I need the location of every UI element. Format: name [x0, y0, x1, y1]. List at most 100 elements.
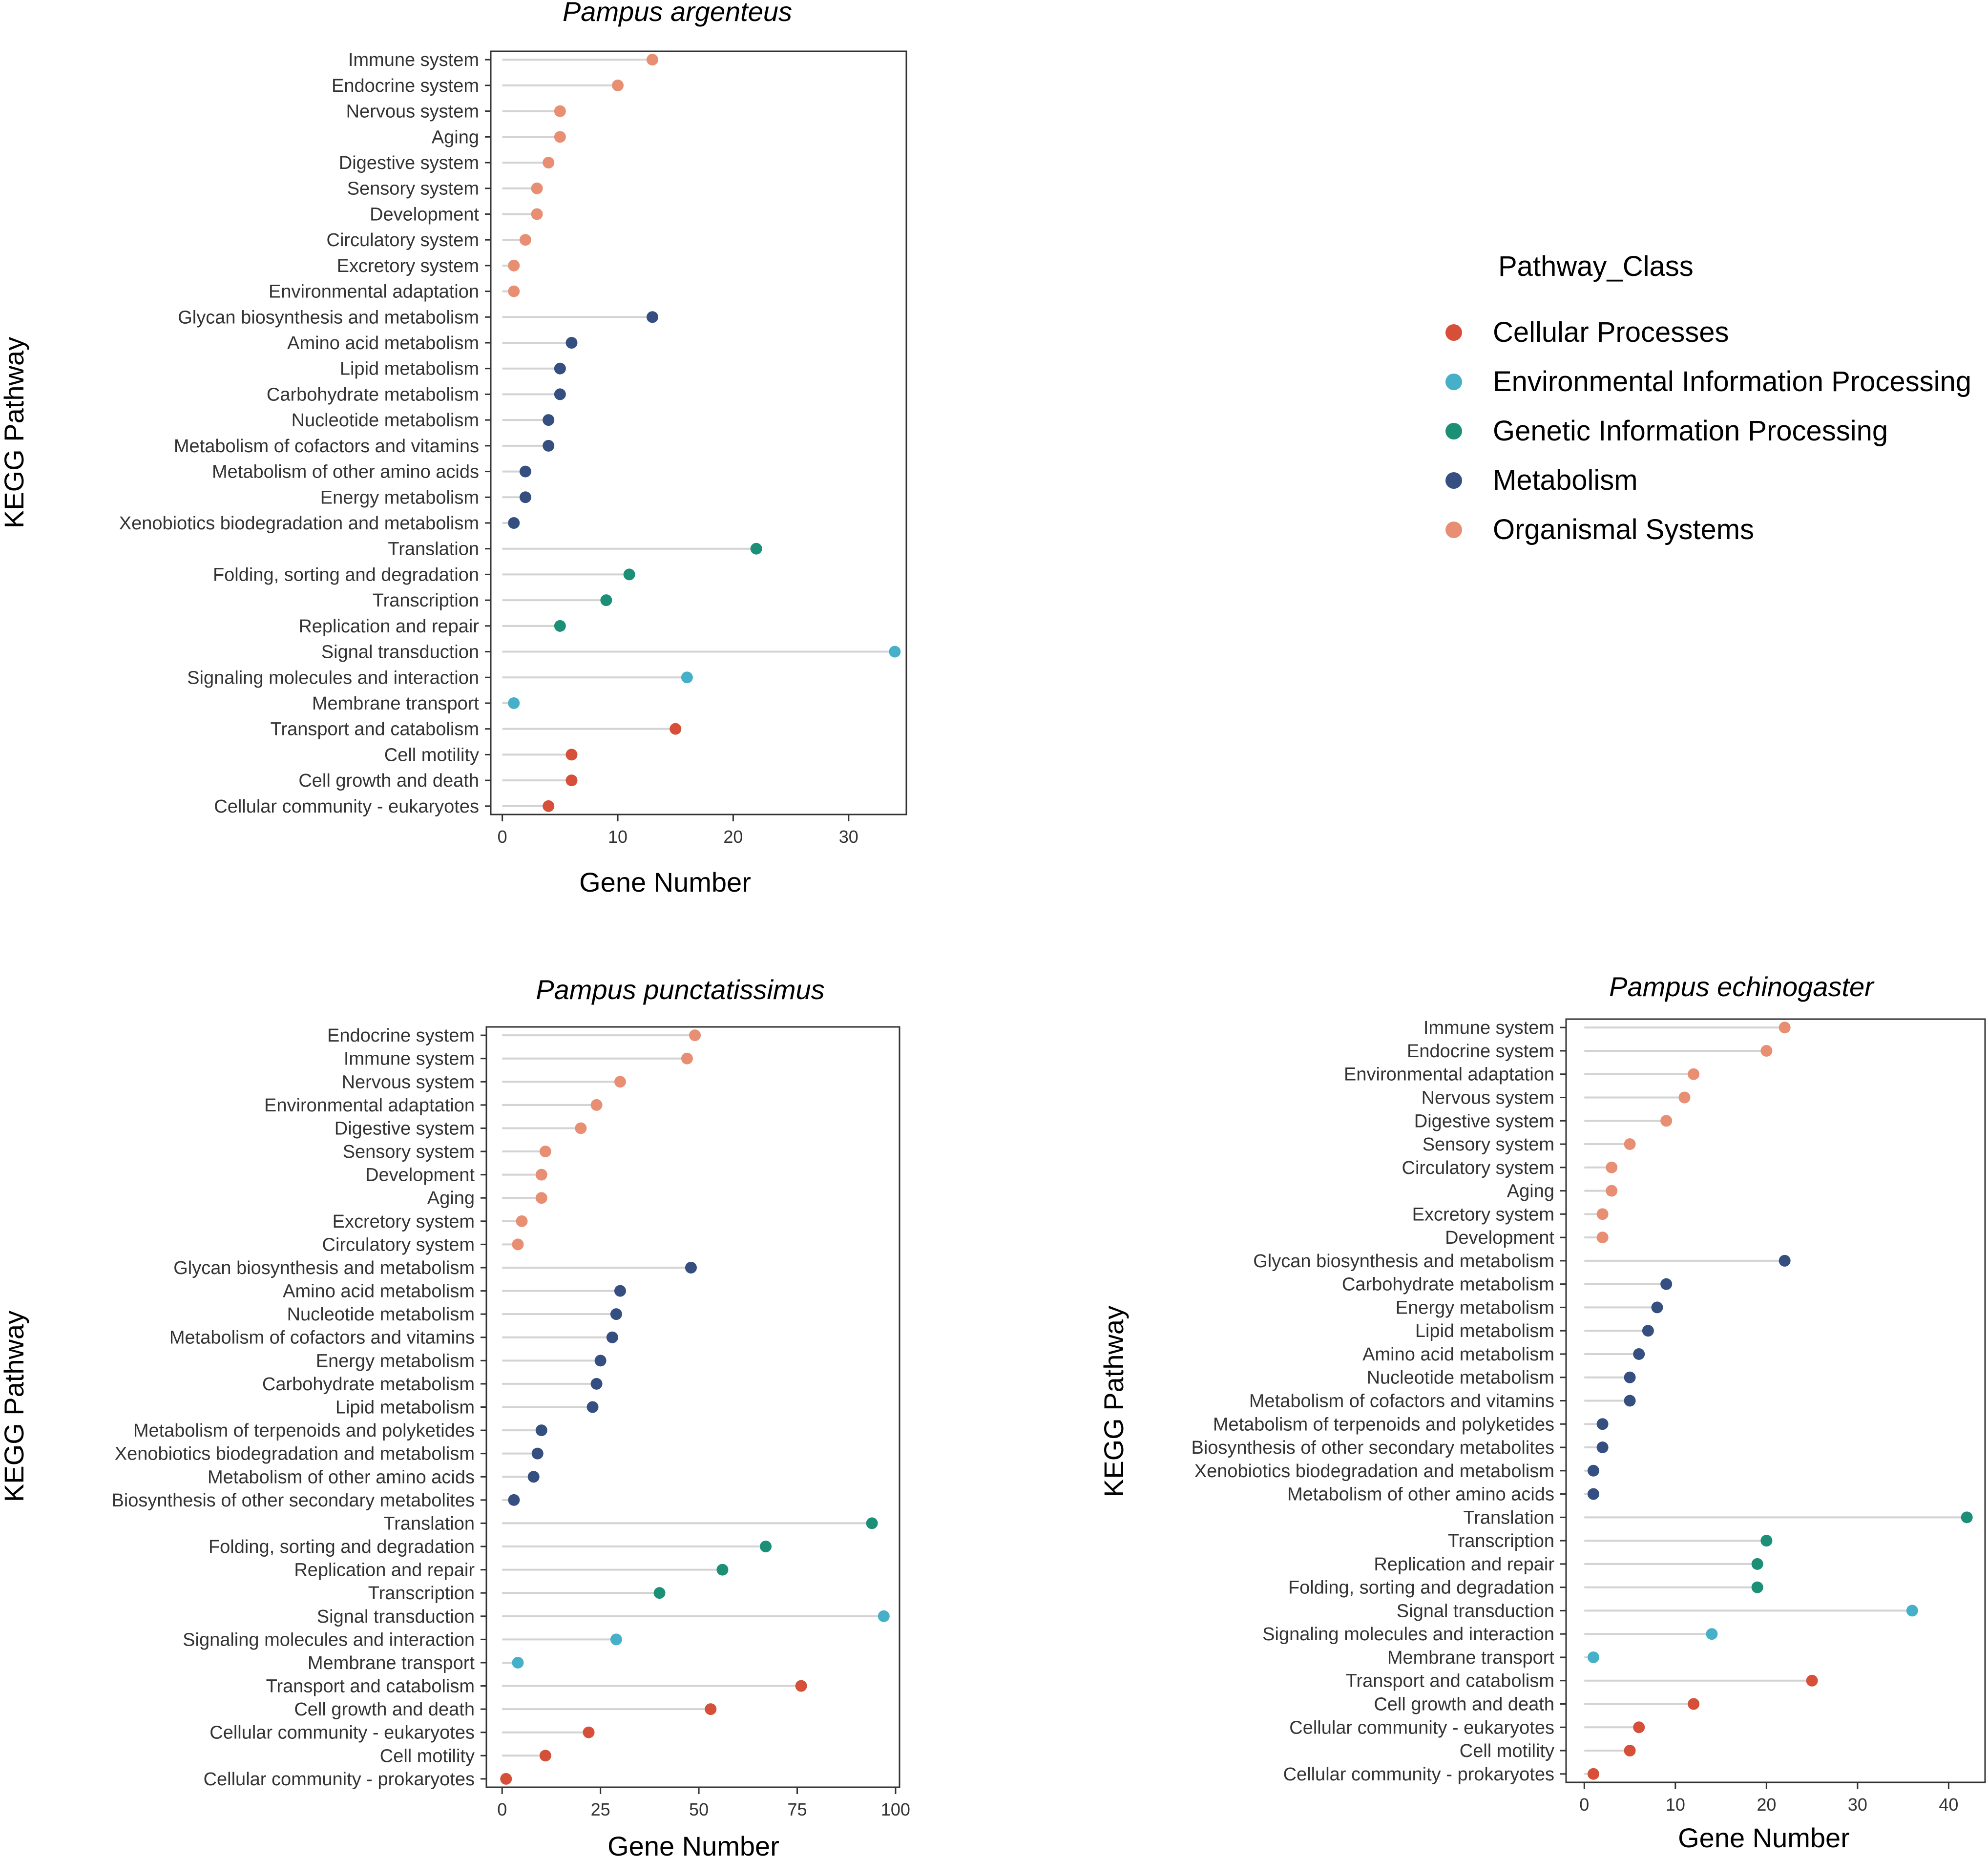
legend-item-genetic-information-processing: Genetic Information Processing: [1445, 415, 1888, 447]
y-tick-label: Circulatory system: [1402, 1158, 1555, 1178]
y-tick-label: Glycan biosynthesis and metabolism: [178, 307, 479, 328]
y-tick-label: Nucleotide metabolism: [287, 1304, 475, 1325]
data-point-biosynthesis-of-other-secondary-metabolites: [508, 1494, 520, 1506]
data-point-sensory-system: [1624, 1138, 1636, 1150]
data-point-replication-and-repair: [1751, 1558, 1763, 1570]
data-point-carbohydrate-metabolism: [590, 1378, 603, 1390]
data-point-transport-and-catabolism: [795, 1680, 807, 1692]
data-point-signaling-molecules-and-interaction: [681, 671, 693, 684]
y-tick-label: Amino acid metabolism: [1362, 1344, 1554, 1365]
y-tick-label: Development: [1445, 1228, 1554, 1248]
legend-label: Metabolism: [1493, 464, 1638, 496]
data-point-carbohydrate-metabolism: [1660, 1278, 1673, 1290]
data-point-translation: [866, 1517, 878, 1529]
y-tick-label: Signaling molecules and interaction: [1262, 1624, 1554, 1645]
data-point-metabolism-of-cofactors-and-vitamins: [606, 1331, 618, 1343]
y-tick-label: Endocrine system: [332, 76, 479, 96]
y-tick-label: Metabolism of terpenoids and polyketides: [1213, 1414, 1554, 1435]
y-tick-label: Xenobiotics biodegradation and metabolis…: [1194, 1461, 1554, 1482]
data-point-circulatory-system: [1606, 1161, 1618, 1173]
y-tick-label: Signal transduction: [1397, 1601, 1554, 1621]
y-tick-label: Metabolism of cofactors and vitamins: [169, 1328, 475, 1348]
y-tick-label: Biosynthesis of other secondary metaboli…: [111, 1490, 475, 1511]
y-tick-label: Excretory system: [1412, 1204, 1554, 1225]
data-point-folding-sorting-and-degradation: [623, 568, 635, 581]
data-point-transport-and-catabolism: [1806, 1674, 1818, 1687]
legend-title: Pathway_Class: [1498, 251, 1694, 282]
data-point-cell-growth-and-death: [1688, 1698, 1700, 1710]
y-tick-label: Lipid metabolism: [1415, 1321, 1554, 1341]
y-tick-label: Cell growth and death: [294, 1699, 475, 1720]
y-tick-label: Transport and catabolism: [271, 719, 479, 740]
legend-item-environmental-information-processing: Environmental Information Processing: [1445, 366, 1971, 397]
data-point-membrane-transport: [508, 697, 520, 709]
y-tick-label: Nucleotide metabolism: [292, 410, 479, 431]
data-point-signal-transduction: [1906, 1605, 1918, 1617]
data-point-transcription: [653, 1587, 666, 1599]
y-tick-label: Cellular community - prokaryotes: [204, 1769, 475, 1790]
y-axis-title: KEGG Pathway: [1098, 1306, 1129, 1497]
data-point-immune-system: [681, 1052, 693, 1065]
y-tick-label: Endocrine system: [327, 1025, 475, 1046]
data-point-nervous-system: [614, 1076, 626, 1088]
y-tick-label: Digestive system: [339, 153, 479, 173]
data-point-membrane-transport: [512, 1656, 524, 1669]
y-tick-label: Environmental adaptation: [1344, 1065, 1554, 1085]
y-tick-label: Folding, sorting and degradation: [1288, 1578, 1554, 1598]
y-tick-label: Excretory system: [337, 256, 479, 276]
y-tick-label: Signal transduction: [317, 1607, 475, 1627]
y-tick-label: Aging: [1507, 1181, 1554, 1202]
y-tick-label: Lipid metabolism: [340, 359, 479, 379]
data-point-transcription: [1760, 1535, 1773, 1547]
y-tick-label: Cellular community - eukaryotes: [214, 796, 479, 817]
data-point-nervous-system: [554, 105, 566, 117]
data-point-metabolism-of-cofactors-and-vitamins: [1624, 1395, 1636, 1407]
y-tick-label: Environmental adaptation: [269, 282, 479, 302]
data-point-cell-motility: [1624, 1745, 1636, 1757]
data-point-translation: [750, 543, 762, 555]
y-tick-label: Cell motility: [1460, 1741, 1554, 1761]
y-tick-label: Sensory system: [343, 1142, 475, 1162]
data-point-transport-and-catabolism: [670, 723, 682, 735]
data-point-metabolism-of-terpenoids-and-polyketides: [535, 1424, 547, 1437]
x-tick-label: 40: [1939, 1795, 1958, 1815]
x-axis-title: Gene Number: [1678, 1822, 1850, 1853]
y-tick-label: Energy metabolism: [316, 1351, 475, 1371]
y-tick-label: Biosynthesis of other secondary metaboli…: [1191, 1438, 1554, 1458]
data-point-sensory-system: [539, 1146, 551, 1158]
y-tick-label: Carbohydrate metabolism: [1342, 1274, 1554, 1295]
y-tick-label: Glycan biosynthesis and metabolism: [1253, 1251, 1554, 1272]
y-tick-label: Development: [365, 1165, 475, 1186]
data-point-energy-metabolism: [594, 1355, 607, 1367]
data-point-development: [1596, 1232, 1609, 1244]
data-point-environmental-adaptation: [508, 285, 520, 297]
y-tick-label: Nucleotide metabolism: [1367, 1368, 1554, 1388]
data-point-endocrine-system: [689, 1029, 701, 1042]
data-point-signaling-molecules-and-interaction: [1706, 1628, 1718, 1640]
y-tick-label: Amino acid metabolism: [287, 333, 479, 354]
data-point-aging: [1606, 1185, 1618, 1197]
y-tick-label: Cellular community - prokaryotes: [1283, 1764, 1554, 1785]
x-axis-title: Gene Number: [579, 867, 751, 898]
y-tick-label: Transcription: [373, 590, 479, 611]
data-point-carbohydrate-metabolism: [554, 388, 566, 400]
y-tick-label: Signal transduction: [321, 642, 479, 663]
data-point-cell-growth-and-death: [565, 774, 578, 787]
data-point-cellular-community-eukaryotes: [1633, 1721, 1645, 1734]
x-tick-label: 0: [497, 1799, 507, 1819]
data-point-amino-acid-metabolism: [565, 337, 578, 349]
data-point-circulatory-system: [512, 1238, 524, 1251]
data-point-lipid-metabolism: [554, 362, 566, 375]
legend-label: Cellular Processes: [1493, 316, 1729, 348]
legend-swatch: [1445, 324, 1462, 341]
legend-item-metabolism: Metabolism: [1445, 464, 1638, 496]
data-point-nervous-system: [1678, 1091, 1691, 1104]
y-axis-title: KEGG Pathway: [0, 1311, 29, 1502]
x-tick-label: 75: [787, 1799, 807, 1819]
data-point-excretory-system: [516, 1215, 528, 1227]
data-point-cellular-community-eukaryotes: [543, 800, 555, 812]
y-tick-label: Carbohydrate metabolism: [262, 1374, 475, 1395]
y-tick-label: Membrane transport: [1387, 1648, 1555, 1668]
y-tick-label: Excretory system: [333, 1211, 475, 1232]
plot-border: [490, 50, 907, 815]
